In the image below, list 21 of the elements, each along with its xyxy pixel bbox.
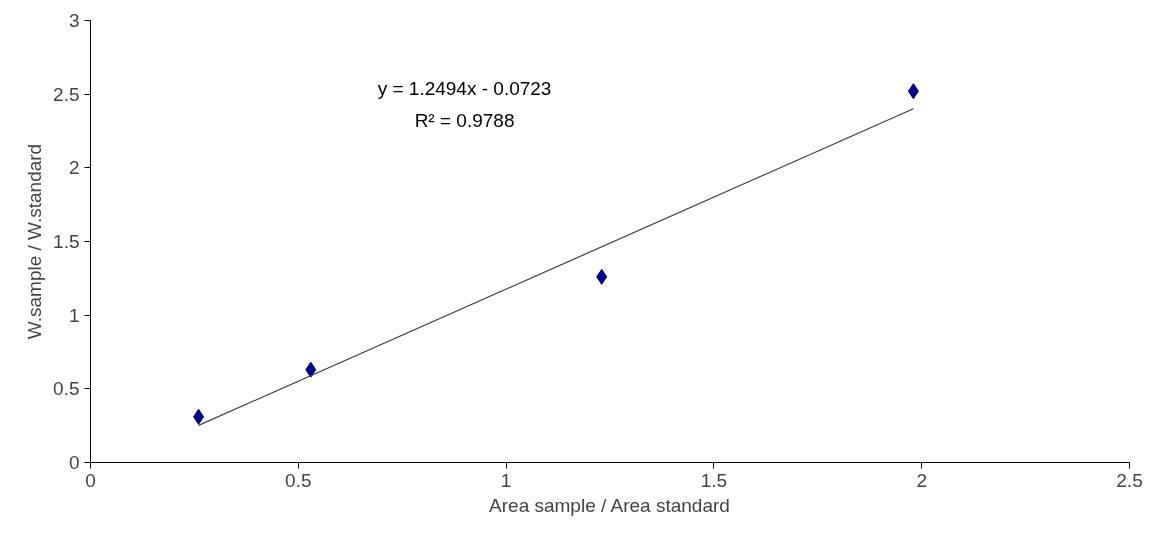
x-tick-label: 1.5 [700, 469, 728, 491]
annotation: y = 1.2494x - 0.0723 [377, 77, 552, 99]
y-tick-label: 1 [68, 304, 80, 326]
y-tick-label: 0.5 [53, 378, 80, 400]
x-tick-label: 2.5 [1116, 469, 1143, 491]
y-tick-label: 2 [68, 157, 80, 179]
point [193, 408, 205, 425]
y-tick-label: 3 [68, 10, 80, 31]
x-tick-label: 0 [85, 469, 96, 491]
x-tick-label: 1 [500, 469, 512, 491]
x-tick-label: 2 [916, 469, 927, 491]
y-tick-label: 2.5 [53, 83, 80, 105]
x-axis-title: Area sample / Area standard [489, 494, 730, 516]
point [596, 268, 608, 285]
y-axis-title: W.sample / W.standard [24, 143, 46, 340]
y-tick-label: 0 [68, 452, 80, 473]
x-tick-label: 0.5 [285, 469, 312, 491]
point [305, 361, 317, 378]
annotation: R² = 0.9788 [414, 110, 515, 131]
point [907, 83, 919, 100]
y-tick-label: 1.5 [53, 231, 80, 252]
